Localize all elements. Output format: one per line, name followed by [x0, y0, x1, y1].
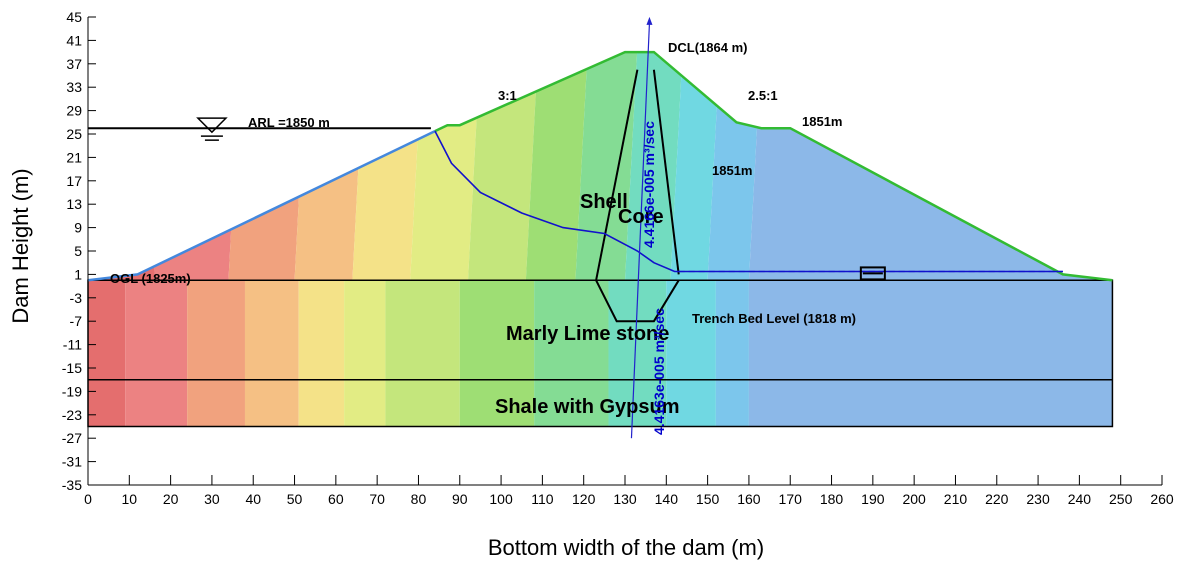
contour-band — [748, 52, 1113, 281]
y-tick-label: 9 — [74, 220, 82, 236]
x-tick-label: 190 — [861, 491, 885, 507]
x-axis-title: Bottom width of the dam (m) — [488, 535, 764, 560]
ogl-label: OGL (1825m) — [110, 271, 191, 286]
x-tick-label: 90 — [452, 491, 468, 507]
x-tick-label: 130 — [613, 491, 637, 507]
x-tick-label: 20 — [163, 491, 179, 507]
x-tick-label: 70 — [369, 491, 385, 507]
y-tick-label: -31 — [62, 454, 82, 470]
contour-band — [298, 280, 345, 427]
trench-bed-label: Trench Bed Level (1818 m) — [692, 311, 856, 326]
seepage-contour-foundation — [88, 280, 1113, 427]
cutoff-trench — [595, 279, 680, 323]
y-tick-label: -23 — [62, 407, 82, 423]
contour-band — [344, 280, 386, 427]
x-tick-label: 230 — [1026, 491, 1050, 507]
y-tick-label: 13 — [66, 196, 82, 212]
y-tick-label: -11 — [63, 337, 82, 353]
shell-label: Shell — [580, 191, 628, 213]
seepage-contour-dam — [88, 52, 1113, 281]
y-tick-label: 25 — [66, 126, 82, 142]
y-tick-label: 17 — [66, 173, 82, 189]
x-tick-label: 100 — [489, 491, 513, 507]
contour-band — [88, 52, 169, 281]
x-tick-label: 50 — [287, 491, 303, 507]
x-tick-label: 180 — [820, 491, 844, 507]
y-tick-label: -15 — [62, 360, 82, 376]
x-tick-label: 200 — [902, 491, 926, 507]
core-left-line — [595, 69, 639, 281]
contour-band — [154, 52, 243, 281]
core-label: Core — [618, 206, 664, 228]
phreatic-level-label: 1851m — [712, 163, 752, 178]
y-tick-label: -19 — [62, 383, 82, 399]
axis-titles: Bottom width of the dam (m) Dam Height (… — [8, 168, 764, 560]
flux-lower-label: 4.4163e-005 m³/sec — [651, 308, 667, 435]
x-tick-label: 80 — [411, 491, 427, 507]
x-tick-label: 10 — [122, 491, 138, 507]
x-tick-label: 240 — [1068, 491, 1092, 507]
x-tick-label: 0 — [84, 491, 92, 507]
x-tick-label: 160 — [737, 491, 761, 507]
contour-band — [666, 280, 716, 427]
y-tick-label: 29 — [66, 103, 82, 119]
contour-band — [534, 280, 609, 427]
y-tick-label: 37 — [66, 56, 82, 72]
y-tick-label: 5 — [74, 243, 82, 259]
x-tick-label: 40 — [245, 491, 261, 507]
slope-upstream-label: 3:1 — [498, 88, 517, 103]
upstream-face — [87, 129, 436, 282]
contour-band — [385, 280, 460, 427]
contour-band — [88, 280, 126, 427]
flux-section-line — [630, 22, 651, 439]
contour-band — [125, 280, 188, 427]
x-tick-label: 260 — [1150, 491, 1174, 507]
x-tick-label: 140 — [655, 491, 679, 507]
y-tick-label: -7 — [70, 313, 83, 329]
flux-arrow-head — [646, 16, 653, 25]
contour-band — [575, 52, 639, 281]
berm-level-label: 1851m — [802, 114, 842, 129]
water-level-symbol — [196, 117, 228, 134]
contour-band — [748, 280, 1113, 427]
y-tick-label: 1 — [74, 266, 82, 282]
y-tick-label: 41 — [66, 32, 82, 48]
x-tick-label: 150 — [696, 491, 720, 507]
y-tick-label: -35 — [62, 477, 82, 493]
contour-band — [625, 52, 685, 281]
marly-limestone-label: Marly Lime stone — [506, 323, 669, 345]
contour-band — [228, 52, 309, 281]
flux-upper-label: 4.4166e-005 m³/sec — [641, 121, 657, 248]
drain-symbol — [859, 266, 886, 281]
y-axis-title: Dam Height (m) — [8, 168, 33, 323]
x-tick-label: 110 — [531, 491, 554, 507]
contour-band — [459, 280, 535, 427]
axes: 0 10 20 30 40 50 60 70 80 90 100 110 120 130 140 150 160… — [62, 9, 1174, 507]
x-tick-label: 220 — [985, 491, 1009, 507]
x-tick-label: 30 — [204, 491, 220, 507]
y-tick-label: -3 — [70, 290, 83, 306]
contour-band — [187, 280, 245, 427]
y-tick-label: -27 — [62, 430, 82, 446]
phreatic-line — [434, 130, 1063, 273]
annotations: ARL =1850 m DCL(1864 m) OGL (1825m) 3:1 … — [110, 40, 856, 435]
slope-downstream-label: 2.5:1 — [748, 88, 778, 103]
contour-band — [244, 280, 299, 427]
shale-gypsum-label: Shale with Gypsum — [495, 396, 679, 418]
x-tick-label: 120 — [572, 491, 596, 507]
y-tick-label: 21 — [66, 149, 82, 165]
dam-outline — [434, 50, 1113, 282]
arl-label: ARL =1850 m — [248, 115, 330, 130]
x-tick-label: 170 — [779, 491, 803, 507]
x-tick-label: 210 — [944, 491, 968, 507]
x-tick-label: 60 — [328, 491, 344, 507]
x-tick-label: 250 — [1109, 491, 1133, 507]
contour-band — [715, 280, 749, 427]
dam-geometry — [87, 16, 1114, 439]
y-tick-label: 33 — [66, 79, 82, 95]
y-tick-label: 45 — [66, 9, 82, 25]
dcl-label: DCL(1864 m) — [668, 40, 747, 55]
core-right-line — [652, 69, 680, 275]
